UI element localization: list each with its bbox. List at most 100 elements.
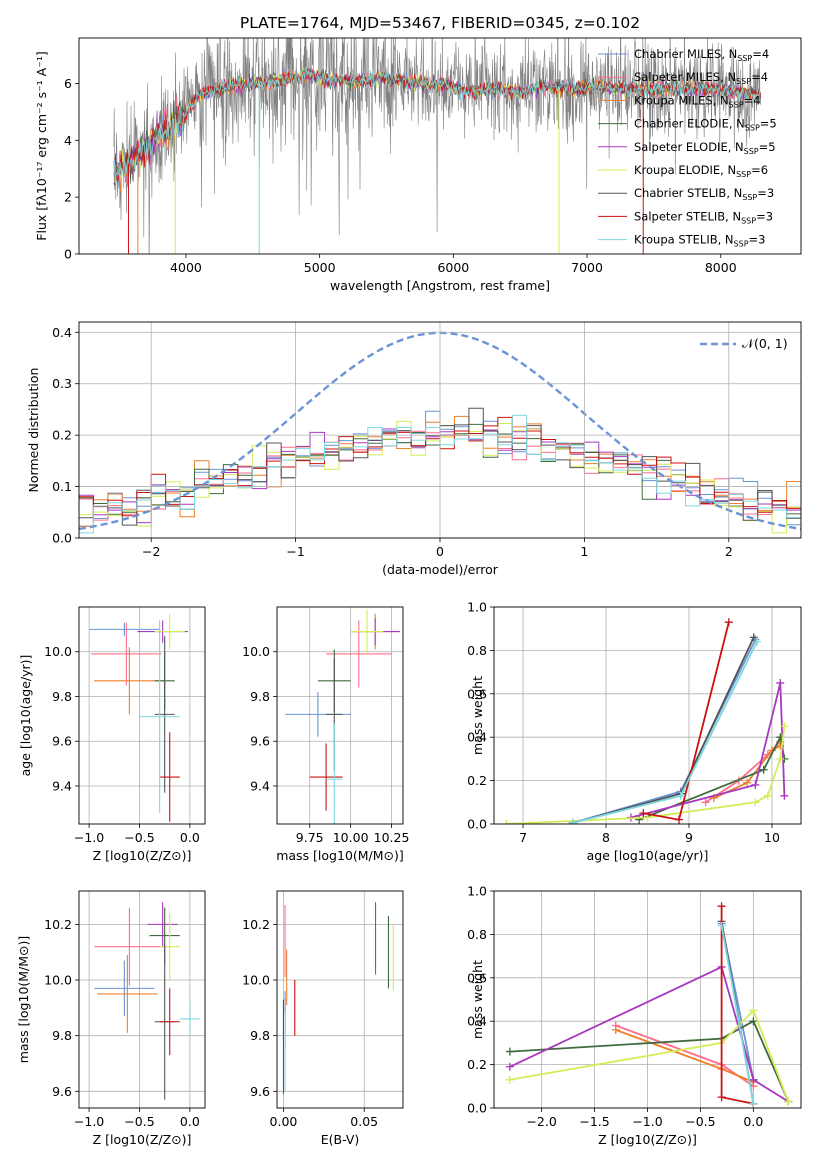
weight-series (615, 1029, 754, 1083)
axes-frame (78, 890, 206, 1109)
legend-entry: Chabrier ELODIE, NSSP=5 (634, 117, 777, 133)
plus-marker (717, 902, 726, 911)
y-tick-label: 10.0 (242, 973, 270, 988)
x-axis-label: Z [log10(Z/Z⊙)] (93, 1132, 192, 1147)
spectrum-legend: Chabrier MILES, NSSP=4 Salpeter MILES, NS… (598, 47, 777, 249)
legend-count: =4 (744, 93, 761, 107)
x-tick-label: 9 (685, 830, 693, 845)
x-tick-label: −0.5 (124, 830, 154, 845)
plus-marker (717, 1093, 726, 1102)
x-tick-label: 6000 (437, 260, 469, 275)
legend-entry: Kroupa STELIB, NSSP=3 (634, 233, 765, 249)
weight-series (720, 925, 755, 1104)
spectrum-panel: 4000 5000 6000 7000 8000 0 2 4 6 wavelength [Angs… (34, 37, 802, 293)
y-tick-label: 0.6 (467, 970, 487, 985)
plus-marker (749, 1017, 758, 1026)
x-tick-label: 9.75 (296, 830, 324, 845)
y-tick-label: 9.4 (250, 778, 270, 793)
plus-marker (676, 791, 685, 800)
weight-series (572, 639, 757, 824)
x-tick-label: −1.0 (74, 1114, 104, 1129)
plus-marker (763, 791, 772, 800)
plus-marker (751, 780, 760, 789)
plus-marker (780, 791, 789, 800)
axes-frame (493, 606, 802, 825)
weight-vs-Z-panel: −2.0 −1.5 −1.0 −0.5 0.0 0.0 0.2 0.4 0.6 0.8 1.0 Z [… (467, 884, 802, 1147)
plus-marker (749, 1006, 758, 1015)
plus-marker (639, 809, 648, 818)
weight-series (506, 726, 786, 824)
y-tick-label: 9.8 (52, 1028, 72, 1043)
x-tick-label: −2 (142, 544, 160, 559)
weight-series (572, 637, 755, 824)
age-vs-Z-panel: −1.0 −0.5 0.0 9.4 9.6 9.8 10.0 Z [log10(Z/Z⊙)] a… (18, 606, 206, 863)
y-tick-label: 10.0 (242, 644, 270, 659)
y-tick-label: 10.0 (44, 644, 72, 659)
axes-frame (78, 37, 802, 255)
x-tick-label: −1.0 (632, 1114, 662, 1129)
x-axis-label: Z [log10(Z/Z⊙)] (598, 1132, 697, 1147)
plus-marker (776, 678, 785, 687)
weight-series (509, 1019, 790, 1102)
y-tick-label: 0.2 (467, 773, 487, 788)
legend-subscript: SSP (729, 100, 744, 109)
x-tick-label: −0.5 (124, 1114, 154, 1129)
plus-marker (505, 1075, 514, 1084)
plus-marker (743, 778, 752, 787)
y-tick-label: 0.8 (467, 927, 487, 942)
x-tick-label: 0.0 (743, 1114, 763, 1129)
y-tick-label: 0.1 (52, 479, 72, 494)
plus-marker (749, 1099, 758, 1108)
plus-marker (643, 813, 652, 822)
x-axis-label: Z [log10(Z/Z⊙)] (93, 848, 192, 863)
x-axis-label: wavelength [Angstrom, rest frame] (330, 278, 550, 293)
x-tick-label: −1.5 (579, 1114, 609, 1129)
plus-marker (675, 815, 684, 824)
plus-marker (776, 754, 785, 763)
axes-frame (276, 890, 404, 1109)
y-tick-label: 9.6 (250, 1084, 270, 1099)
y-tick-label: 0.0 (467, 817, 487, 832)
legend-subscript: SSP (745, 124, 760, 133)
weight-series (638, 734, 786, 821)
y-tick-label: 10.0 (44, 973, 72, 988)
legend-count: =5 (759, 140, 776, 154)
legend-subscript: SSP (734, 240, 749, 249)
x-tick-label: −2.0 (526, 1114, 556, 1129)
mass-vs-Z-panel: −1.0 −0.5 0.0 9.6 9.8 10.0 10.2 Z [log10(Z/Z⊙)]… (16, 890, 206, 1147)
y-tick-label: 9.4 (52, 778, 72, 793)
y-tick-label: 9.8 (250, 689, 270, 704)
legend-entry: Salpeter ELODIE, NSSP=5 (634, 140, 776, 156)
legend-count: =4 (751, 70, 768, 84)
y-tick-label: 10.2 (242, 917, 270, 932)
figure-title: PLATE=1764, MJD=53467, FIBERID=0345, z=0… (240, 14, 640, 32)
plus-marker (749, 633, 758, 642)
spectrum-lines (113, 38, 762, 254)
x-tick-label: 0.00 (270, 1114, 298, 1129)
x-tick-label: −1 (286, 544, 304, 559)
legend-count: =3 (757, 186, 774, 200)
plus-marker (751, 798, 760, 807)
plus-marker (784, 1097, 793, 1106)
plus-marker (724, 618, 733, 627)
legend-count: =6 (751, 163, 768, 177)
legend-subscript: SSP (737, 54, 752, 63)
plus-marker (759, 765, 768, 774)
y-tick-label: 9.6 (52, 1084, 72, 1099)
legend-entry: Kroupa ELODIE, NSSP=6 (634, 163, 768, 179)
mass-vs-EBV-panel: 0.00 0.05 9.6 9.8 10.0 10.2 E(B-V) (242, 890, 404, 1147)
legend-count: =3 (749, 233, 766, 247)
plus-marker (780, 722, 789, 731)
y-tick-label: 9.6 (250, 734, 270, 749)
legend-count: =4 (752, 47, 769, 61)
legend-subscript: SSP (736, 77, 751, 86)
y-tick-label: 4 (64, 133, 72, 148)
y-tick-label: 0.4 (467, 730, 487, 745)
y-tick-label: 0.8 (467, 643, 487, 658)
weight-series (509, 965, 789, 1103)
x-tick-label: 4000 (170, 260, 202, 275)
legend-subscript: SSP (744, 147, 759, 156)
plus-marker (505, 1047, 514, 1056)
axes-frame (78, 321, 802, 539)
x-tick-label: 7000 (571, 260, 603, 275)
